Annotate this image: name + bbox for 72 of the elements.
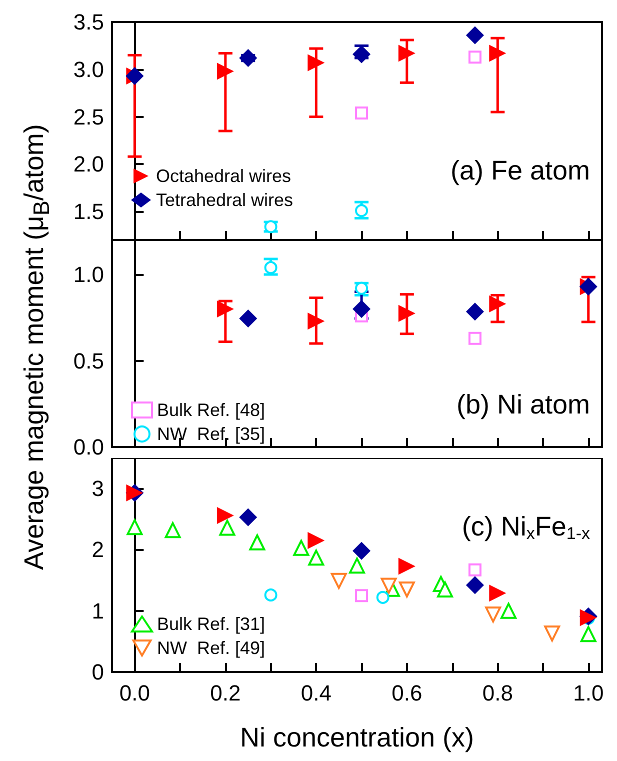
legend-label: NW Ref. [49] — [157, 638, 266, 658]
y-tick-label: 2 — [92, 537, 104, 562]
point — [376, 590, 390, 604]
y-tick-label: 1 — [92, 598, 104, 624]
point — [164, 522, 181, 538]
point — [216, 506, 234, 524]
x-tick-label: 0.0 — [119, 680, 150, 706]
point — [308, 312, 325, 330]
x-tick-label: 1.0 — [573, 680, 604, 706]
point — [580, 626, 596, 642]
point — [239, 49, 258, 68]
y-tick-label: 0 — [92, 660, 104, 684]
point — [355, 106, 368, 120]
legend-label: Bulk Ref. [31] — [157, 614, 266, 634]
point — [264, 261, 278, 274]
legend-label: NW Ref. [35] — [157, 424, 266, 444]
point — [349, 558, 365, 574]
point — [489, 295, 506, 312]
annotation: (a) Fe atom — [450, 156, 590, 186]
legend-label: Tetrahedral wires — [156, 190, 294, 210]
point — [264, 588, 278, 602]
point — [352, 45, 371, 64]
point — [219, 520, 236, 536]
point — [216, 300, 234, 318]
point — [330, 572, 347, 589]
point — [466, 302, 484, 321]
point — [355, 204, 368, 218]
point — [308, 532, 325, 550]
x-axis-title: Ni concentration (x) — [240, 722, 474, 752]
point — [126, 519, 143, 536]
point — [468, 332, 482, 345]
x-tick-label: 0.4 — [300, 680, 332, 706]
point — [437, 581, 454, 598]
legend-label: Bulk Ref. [48] — [157, 400, 266, 420]
point — [293, 540, 310, 556]
point — [489, 44, 506, 62]
y-tick-label: 2.5 — [73, 104, 104, 130]
point — [352, 300, 371, 318]
point — [485, 606, 502, 623]
point — [308, 54, 325, 72]
point — [398, 44, 416, 62]
point — [398, 304, 416, 322]
point — [544, 625, 560, 642]
point — [380, 578, 397, 594]
point — [239, 508, 258, 526]
y-tick-label: 3.0 — [73, 56, 104, 82]
annotation: (b) Ni atom — [456, 390, 590, 420]
point — [249, 534, 266, 550]
y-tick-label: 3.5 — [73, 10, 104, 34]
y-tick-label: 1.5 — [73, 199, 104, 224]
y-tick-label: 2.0 — [73, 152, 104, 177]
point — [500, 602, 517, 619]
point — [352, 542, 371, 560]
x-tick-label: 0.6 — [392, 680, 422, 706]
point — [489, 584, 506, 602]
point — [466, 576, 484, 594]
y-tick-label: 1.0 — [73, 262, 104, 287]
x-tick-label: 0.2 — [210, 680, 241, 706]
y-tick-label: 3 — [92, 476, 104, 502]
point — [355, 589, 368, 602]
legend-label: Octahedral wires — [156, 166, 292, 186]
x-tick-label: 0.8 — [482, 680, 513, 706]
y-tick-label: 0.5 — [73, 348, 104, 374]
point — [466, 26, 484, 44]
point — [468, 50, 482, 64]
point — [468, 563, 482, 576]
point — [216, 62, 234, 80]
point — [239, 309, 258, 328]
point — [398, 558, 416, 575]
y-tick-label: 0.0 — [73, 434, 104, 460]
point — [308, 550, 324, 566]
point — [398, 581, 415, 598]
